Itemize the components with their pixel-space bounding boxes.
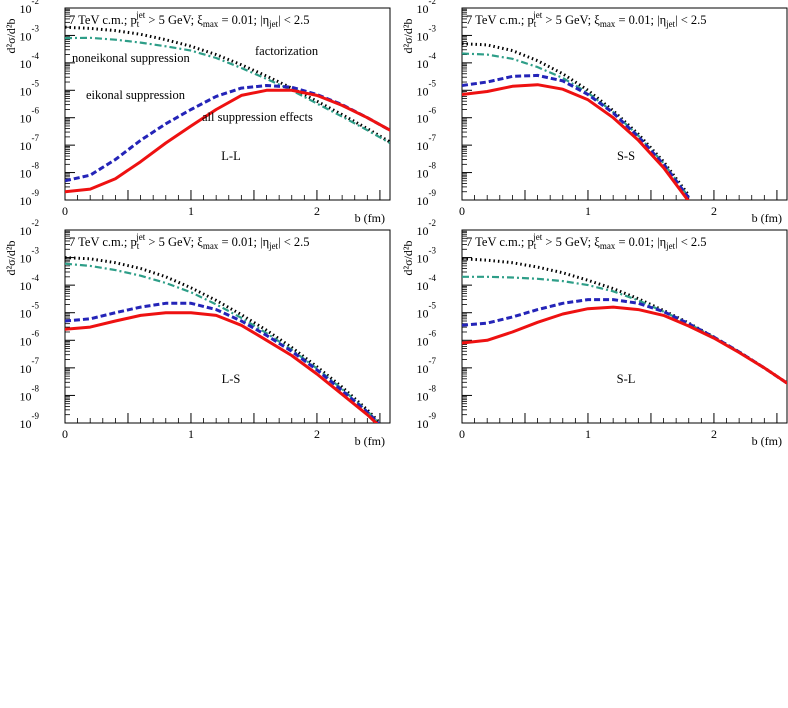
- x-axis-label: b (fm): [752, 211, 782, 225]
- curve-annotation: eikonal suppression: [86, 88, 186, 102]
- series-eikonal-line: [462, 298, 787, 385]
- curve-annotation: all suppression effects: [202, 110, 313, 124]
- series-factorization-line: [462, 42, 690, 197]
- series-all-line: [462, 83, 690, 200]
- y-tick-label: 10-7: [20, 133, 40, 153]
- panel-label: L-L: [221, 149, 240, 163]
- y-axis-label: d²σ/d²b: [401, 241, 415, 276]
- series-all-line: [462, 305, 787, 385]
- panel-l-s: 10-9 10-8 10-7 10-6 10-5 10-4 10-3 10-2 0 1 2 b (fm…: [4, 218, 391, 448]
- panel-label: S-S: [617, 149, 635, 163]
- y-tick-label: 10-6: [20, 106, 40, 126]
- x-tick-label: 0: [62, 204, 68, 218]
- y-tick-label: 10-3: [20, 246, 40, 266]
- y-axis-label: d²σ/d²b: [4, 19, 18, 54]
- x-tick-label: 2: [711, 204, 717, 218]
- y-tick-label: 10-7: [417, 356, 437, 376]
- y-tick-label: 10-8: [20, 383, 40, 403]
- header-text: 7 TeV c.m.; ptjet > 5 GeV; ξmax = 0.01; …: [69, 10, 310, 29]
- y-tick-label: 10-8: [417, 383, 437, 403]
- x-tick-label: 2: [314, 427, 320, 441]
- series-all-line: [65, 88, 390, 194]
- panel-label: S-L: [617, 372, 636, 386]
- curve-annotation: factorization: [255, 44, 319, 58]
- x-axis-label: b (fm): [752, 434, 782, 448]
- series-factorization-line: [462, 257, 787, 385]
- y-tick-label: 10-9: [417, 188, 437, 208]
- plot-frame: [461, 7, 788, 201]
- y-tick-label: 10-3: [20, 23, 40, 43]
- header-text: 7 TeV c.m.; ptjet > 5 GeV; ξmax = 0.01; …: [466, 232, 707, 251]
- x-axis-label: b (fm): [355, 434, 385, 448]
- y-tick-label: 10-2: [417, 218, 437, 238]
- series-noneikonal-line: [65, 262, 381, 423]
- plot-frame: [64, 7, 391, 201]
- y-tick-label: 10-2: [20, 0, 40, 16]
- series-noneikonal-line: [65, 36, 390, 144]
- y-tick-label: 10-9: [20, 188, 40, 208]
- y-tick-label: 10-4: [417, 51, 437, 71]
- panel-l-l: 10-9 10-8 10-7 10-6 10-5 10-4 10-3 10-2 0 1 2 b (fm…: [4, 0, 391, 225]
- y-tick-label: 10-5: [417, 301, 437, 321]
- y-tick-label: 10-5: [417, 78, 437, 98]
- plot-frame: [461, 229, 788, 424]
- y-tick-label: 10-6: [417, 106, 437, 126]
- y-tick-label: 10-4: [20, 273, 40, 293]
- x-tick-label: 1: [585, 204, 591, 218]
- panel-s-s: 10-9 10-8 10-7 10-6 10-5 10-4 10-3 10-2 0 1 2 b (fm…: [401, 0, 788, 225]
- x-tick-label: 0: [62, 427, 68, 441]
- header-text: 7 TeV c.m.; ptjet > 5 GeV; ξmax = 0.01; …: [466, 10, 707, 29]
- x-tick-label: 0: [459, 204, 465, 218]
- y-tick-label: 10-3: [417, 23, 437, 43]
- y-tick-label: 10-8: [20, 161, 40, 181]
- y-tick-label: 10-9: [20, 411, 40, 431]
- series-factorization-line: [65, 256, 381, 423]
- y-tick-label: 10-8: [417, 161, 437, 181]
- panel-label: L-S: [222, 372, 241, 386]
- y-tick-label: 10-6: [417, 328, 437, 348]
- y-tick-label: 10-9: [417, 411, 437, 431]
- x-tick-label: 1: [188, 204, 194, 218]
- series-eikonal-line: [462, 73, 690, 199]
- x-tick-label: 2: [711, 427, 717, 441]
- y-tick-label: 10-7: [20, 356, 40, 376]
- y-tick-label: 10-7: [417, 133, 437, 153]
- y-tick-label: 10-6: [20, 328, 40, 348]
- y-tick-label: 10-2: [417, 0, 437, 16]
- y-tick-label: 10-5: [20, 301, 40, 321]
- header-text: 7 TeV c.m.; ptjet > 5 GeV; ξmax = 0.01; …: [69, 232, 310, 251]
- y-tick-label: 10-2: [20, 218, 40, 238]
- y-tick-label: 10-3: [417, 246, 437, 266]
- x-tick-label: 2: [314, 204, 320, 218]
- series-all-line: [65, 311, 379, 423]
- y-tick-label: 10-5: [20, 78, 40, 98]
- x-tick-label: 0: [459, 427, 465, 441]
- plot-frame: [64, 229, 391, 424]
- y-axis-label: d²σ/d²b: [4, 241, 18, 276]
- y-tick-label: 10-4: [20, 51, 40, 71]
- series-factorization-line: [65, 25, 390, 144]
- series-noneikonal-line: [462, 52, 690, 198]
- x-tick-label: 1: [585, 427, 591, 441]
- curve-annotation: noneikonal suppression: [72, 51, 190, 65]
- x-axis-label: b (fm): [355, 211, 385, 225]
- series-eikonal-line: [65, 301, 381, 423]
- x-tick-label: 1: [188, 427, 194, 441]
- y-axis-label: d²σ/d²b: [401, 19, 415, 54]
- panel-s-l: 10-9 10-8 10-7 10-6 10-5 10-4 10-3 10-2 0 1 2 b (fm…: [401, 218, 788, 448]
- y-tick-label: 10-4: [417, 273, 437, 293]
